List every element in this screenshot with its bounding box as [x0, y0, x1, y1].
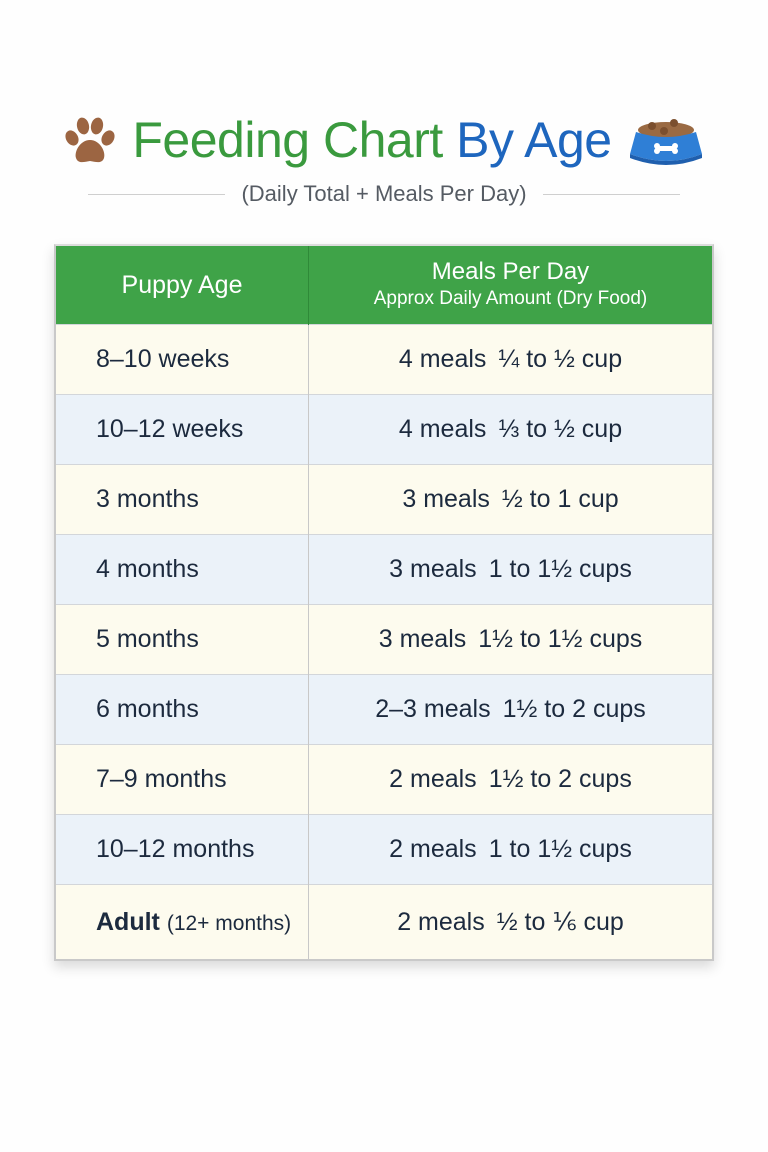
paw-print-icon	[65, 117, 115, 163]
meals-count: 2–3 meals	[375, 695, 491, 723]
divider-left	[88, 193, 226, 195]
divider-right	[542, 193, 681, 195]
age-cell: 6 months	[56, 674, 309, 745]
table-row: 10–12 months 2 meals 1 to 1½ cups	[56, 814, 712, 885]
meals-cell: 3 meals 1½ to 1½ cups	[308, 604, 712, 675]
age-cell: 10–12 months	[56, 814, 309, 885]
age-cell: 4 months	[56, 534, 309, 605]
age-cell: 7–9 months	[56, 744, 309, 815]
table-row: 3 months 3 meals ½ to 1 cup	[56, 464, 712, 535]
dog-food-bowl-icon	[629, 119, 702, 165]
age-cell: Adult (12+ months)	[56, 884, 309, 959]
meals-cell: 2 meals 1 to 1½ cups	[308, 814, 712, 885]
age-cell: 5 months	[56, 604, 309, 675]
meals-count: 3 meals	[378, 625, 467, 653]
subtitle-row: (Daily Total + Meals Per Day)	[88, 176, 681, 212]
meals-cell: 2 meals ½ to ⅙ cup	[308, 884, 712, 959]
meals-cell: 3 meals ½ to 1 cup	[308, 464, 712, 535]
age-note: (12+ months)	[166, 911, 292, 935]
table-row: 6 months 2–3 meals 1½ to 2 cups	[56, 674, 712, 745]
page-subtitle: (Daily Total + Meals Per Day)	[241, 181, 527, 206]
column-header-meals-title: Meals Per Day	[431, 258, 590, 285]
feeding-table: Puppy Age Meals Per Day Approx Daily Amo…	[54, 244, 714, 961]
age-cell: 10–12 weeks	[56, 394, 309, 465]
daily-amount: 1½ to 2 cups	[488, 765, 632, 793]
table-row: 4 months 3 meals 1 to 1½ cups	[56, 534, 712, 605]
daily-amount: ¼ to ½ cup	[498, 345, 623, 373]
column-header-age: Puppy Age	[56, 246, 309, 325]
daily-amount: ½ to 1 cup	[501, 485, 619, 513]
table-header-row: Puppy Age Meals Per Day Approx Daily Amo…	[56, 246, 712, 325]
meals-count: 4 meals	[398, 345, 487, 373]
meals-cell: 4 meals ⅓ to ½ cup	[308, 394, 712, 465]
title-row: Feeding Chart By Age	[0, 100, 768, 180]
table-row: 10–12 weeks 4 meals ⅓ to ½ cup	[56, 394, 712, 465]
meals-count: 3 meals	[402, 485, 490, 513]
meals-count: 2 meals	[397, 908, 485, 936]
age-label: Adult	[96, 907, 160, 936]
table-row: 5 months 3 meals 1½ to 1½ cups	[56, 604, 712, 675]
meals-count: 4 meals	[398, 415, 487, 443]
daily-amount: ½ to ⅙ cup	[496, 908, 624, 936]
meals-cell: 3 meals 1 to 1½ cups	[308, 534, 712, 605]
table-row: 8–10 weeks 4 meals ¼ to ½ cup	[56, 324, 712, 395]
column-header-meals: Meals Per Day Approx Daily Amount (Dry F…	[308, 246, 712, 325]
age-cell: 8–10 weeks	[56, 324, 309, 395]
meals-count: 2 meals	[389, 765, 477, 793]
title-part-green: Feeding Chart	[132, 112, 443, 168]
daily-amount: 1 to 1½ cups	[488, 555, 632, 583]
daily-amount: 1½ to 1½ cups	[478, 625, 643, 653]
meals-cell: 2 meals 1½ to 2 cups	[308, 744, 712, 815]
meals-cell: 4 meals ¼ to ½ cup	[308, 324, 712, 395]
table-row: Adult (12+ months) 2 meals ½ to ⅙ cup	[56, 884, 712, 959]
meals-cell: 2–3 meals 1½ to 2 cups	[308, 674, 712, 745]
meals-count: 3 meals	[389, 555, 477, 583]
page-title: Feeding Chart By Age	[132, 112, 612, 168]
daily-amount: ⅓ to ½ cup	[498, 415, 623, 443]
table-row: 7–9 months 2 meals 1½ to 2 cups	[56, 744, 712, 815]
title-part-blue: By Age	[456, 112, 612, 168]
daily-amount: 1½ to 2 cups	[502, 695, 646, 723]
daily-amount: 1 to 1½ cups	[488, 835, 632, 863]
age-cell: 3 months	[56, 464, 309, 535]
column-header-meals-subtitle: Approx Daily Amount (Dry Food)	[373, 288, 648, 309]
meals-count: 2 meals	[389, 835, 477, 863]
